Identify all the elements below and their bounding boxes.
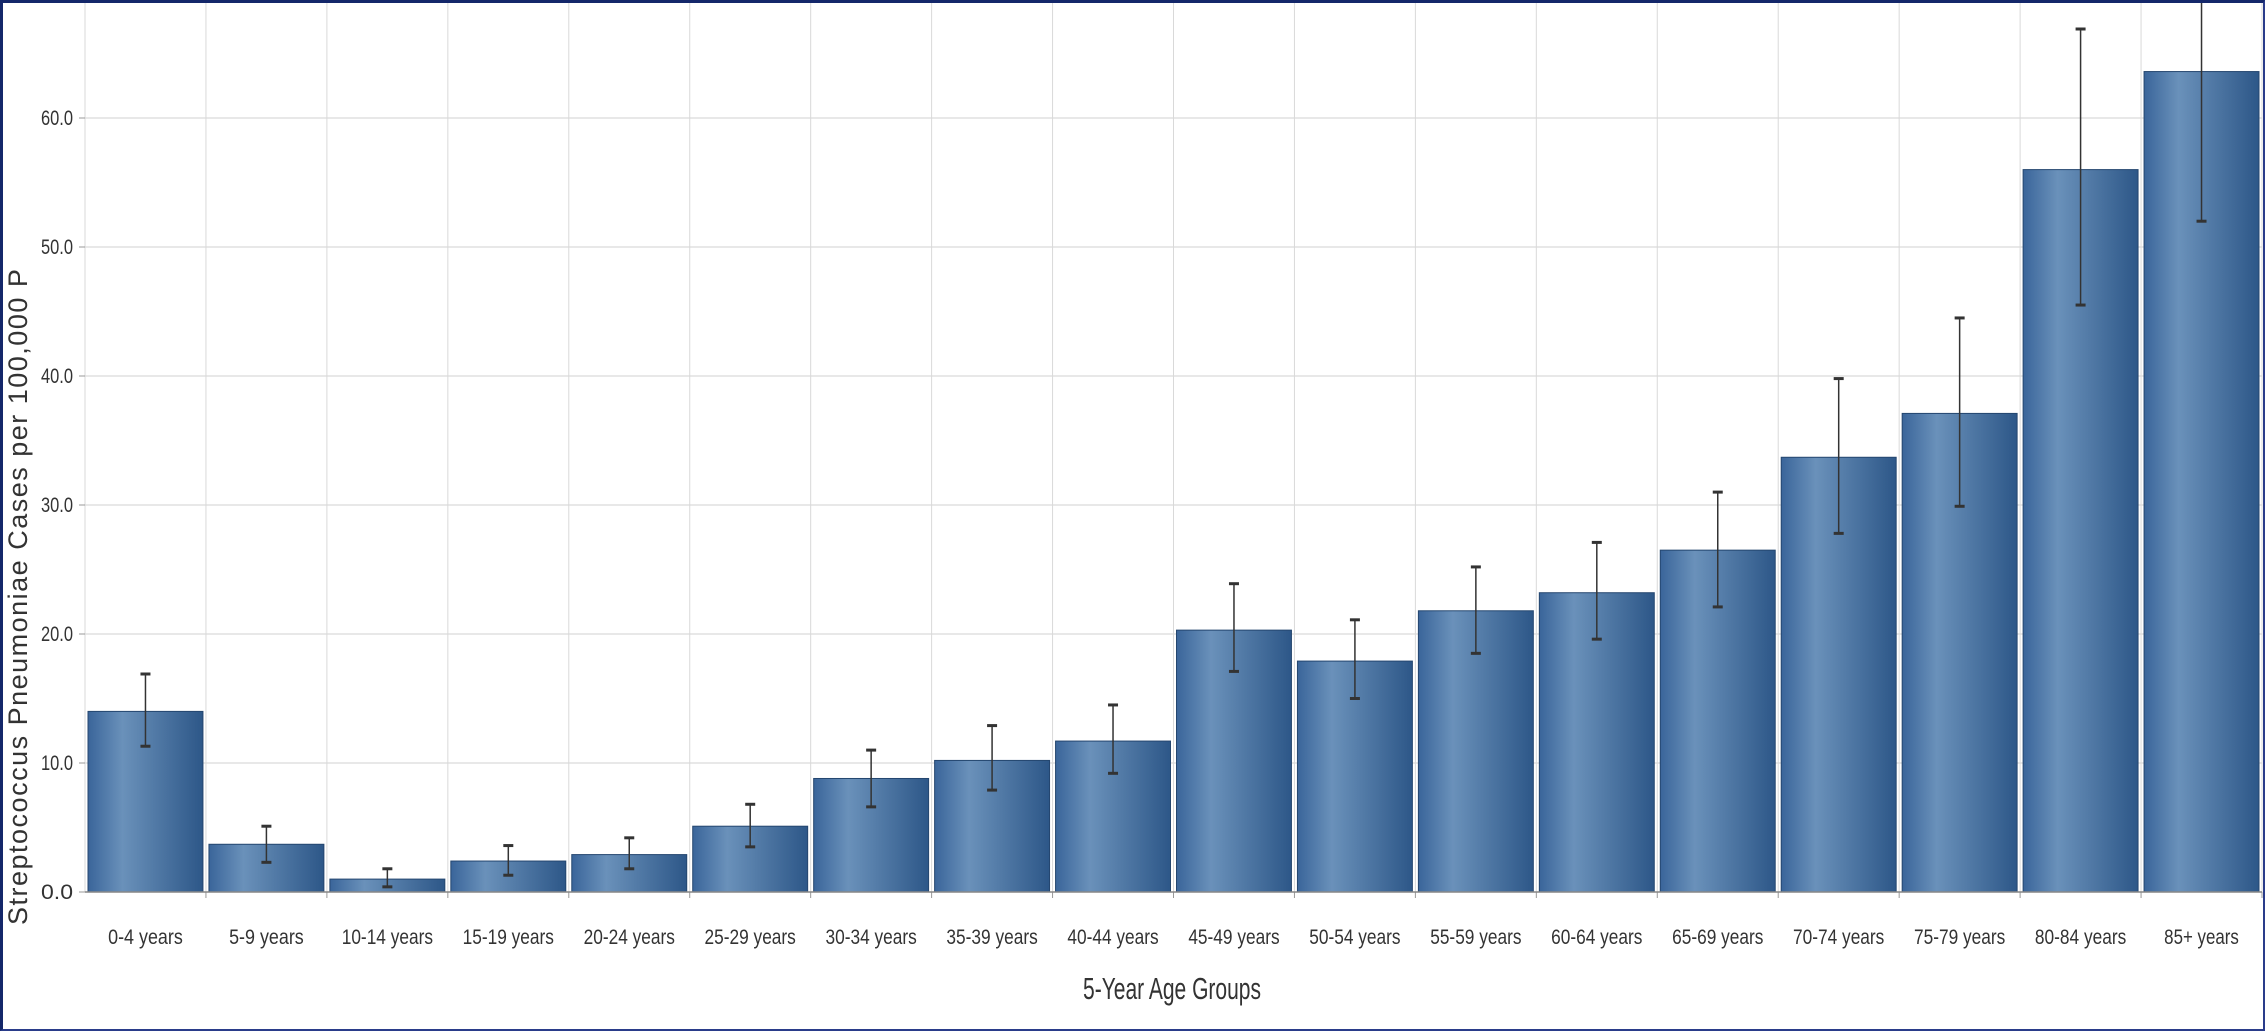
error-bars [140, 3, 2207, 889]
bar [1538, 592, 1655, 893]
x-axis-title: 5-Year Age Groups [1083, 971, 1261, 1006]
y-tick-label: 40.0 [41, 365, 73, 388]
x-tick-label: 50-54 years [1309, 926, 1400, 949]
x-tick-label: 20-24 years [584, 926, 675, 949]
x-tick-label: 30-34 years [825, 926, 916, 949]
x-tick-label: 10-14 years [342, 926, 433, 949]
x-tick-label: 70-74 years [1793, 926, 1884, 949]
x-tick-label: 25-29 years [705, 926, 796, 949]
axes: 0.0 10.0 20.0 30.0 40.0 50.0 60.0 0-4 years 5-9 … [41, 107, 2263, 949]
y-tick-label: 60.0 [41, 107, 73, 130]
x-tick-label: 45-49 years [1188, 926, 1279, 949]
bar [1417, 610, 1534, 893]
bar [1176, 629, 1292, 893]
x-tick-label: 75-79 years [1914, 926, 2005, 949]
gridlines [84, 3, 2263, 893]
x-tick-label: 85+ years [2164, 926, 2239, 949]
y-tick-label: 10.0 [41, 752, 73, 775]
y-tick-label: 0.0 [41, 881, 73, 904]
y-tick-label: 30.0 [41, 494, 73, 517]
bars [87, 71, 2260, 893]
x-tick-label: 40-44 years [1067, 926, 1158, 949]
x-tick-label: 65-69 years [1672, 926, 1763, 949]
y-tick-label: 20.0 [41, 623, 73, 646]
x-tick-label: 80-84 years [2035, 926, 2126, 949]
x-tick-label: 35-39 years [946, 926, 1037, 949]
x-tick-label: 55-59 years [1430, 926, 1521, 949]
y-axis-title: Streptococcus Pneumoniae Cases per 100,0… [3, 268, 33, 925]
x-tick-label: 5-9 years [229, 926, 304, 949]
y-tick-label: 50.0 [41, 236, 73, 259]
x-tick-label: 0-4 years [108, 926, 183, 949]
x-tick-label: 60-64 years [1551, 926, 1642, 949]
x-tick-label: 15-19 years [463, 926, 554, 949]
